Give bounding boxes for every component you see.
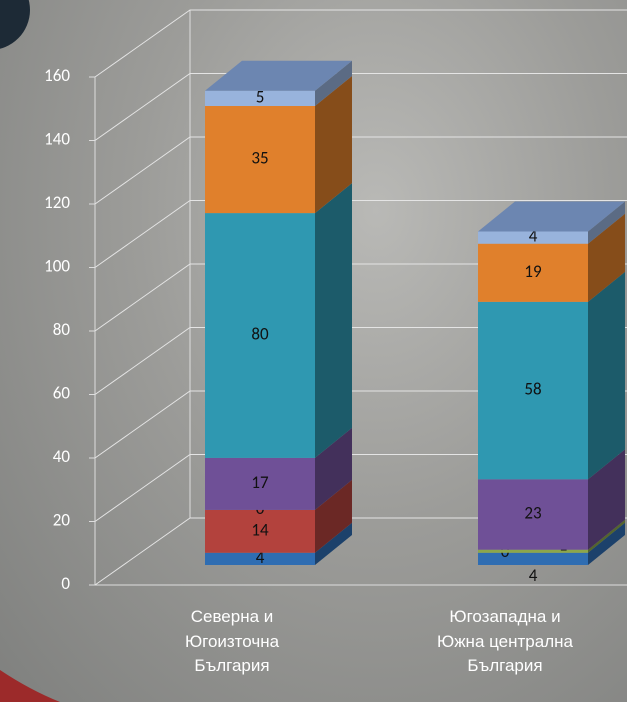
data-label: 80 <box>251 324 269 345</box>
x-tick-label: Югозападна и Южна централна България <box>435 605 575 679</box>
y-tick-label: 120 <box>44 192 70 213</box>
decor-swoosh <box>0 670 60 702</box>
data-label: 17 <box>251 472 269 493</box>
data-label: 4 <box>529 565 538 586</box>
data-label: 14 <box>251 519 269 540</box>
y-tick-label: 160 <box>44 65 70 86</box>
data-label: 23 <box>524 503 541 524</box>
grid-line <box>95 74 627 141</box>
grid-line <box>95 10 627 77</box>
page: 0204060801001201401604140178035540123581… <box>0 0 627 702</box>
data-label: 19 <box>524 261 542 282</box>
decor-circle <box>0 0 30 50</box>
x-tick-label: Северна и Югоизточна България <box>162 605 302 679</box>
y-tick-label: 80 <box>53 319 71 340</box>
bar-side <box>588 272 625 479</box>
grid-line <box>95 137 627 204</box>
y-tick-label: 60 <box>53 383 71 404</box>
y-tick-label: 0 <box>61 573 70 594</box>
y-tick-label: 20 <box>53 510 71 531</box>
chart: 0204060801001201401604140178035540123581… <box>0 0 627 702</box>
bar-segment <box>478 550 588 553</box>
y-tick-label: 100 <box>44 256 70 277</box>
data-label: 58 <box>524 379 541 400</box>
y-tick-label: 40 <box>53 446 71 467</box>
y-tick-label: 140 <box>44 129 70 150</box>
data-label: 35 <box>251 148 268 169</box>
bar-side <box>315 183 352 458</box>
bar-segment <box>478 553 588 565</box>
